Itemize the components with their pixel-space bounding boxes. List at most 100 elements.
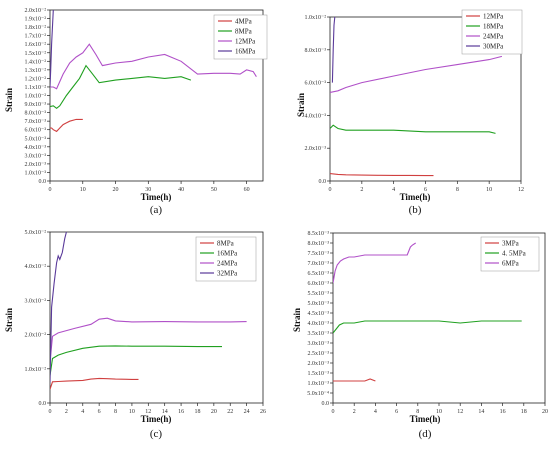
x-axis-label: Time(h): [141, 414, 172, 424]
x-tick-label: 30: [145, 187, 151, 193]
x-tick-label: 10: [436, 409, 442, 415]
y-tick-label: 5.0x10⁻³: [25, 136, 47, 142]
legend-entry: 24MPa: [483, 33, 504, 41]
x-tick-label: 2: [65, 409, 68, 415]
y-tick-label: 1.0x10⁻³: [308, 381, 330, 387]
x-tick-label: 10: [129, 409, 135, 415]
legend-entry: 30MPa: [483, 43, 504, 51]
x-tick-label: 6: [424, 187, 427, 193]
legend-entry: 18MPa: [483, 23, 504, 31]
y-tick-label: 4.0x10⁻³: [305, 113, 327, 119]
y-tick-label: 4.0x10⁻³: [25, 145, 47, 151]
x-tick-label: 24: [244, 409, 250, 415]
x-tick-label: 6: [395, 409, 398, 415]
y-tick-label: 2.0x10⁻³: [25, 162, 47, 168]
x-tick-label: 16: [500, 409, 506, 415]
y-tick-label: 1.8x10⁻²: [25, 25, 47, 31]
y-axis-label: Strain: [296, 93, 306, 117]
x-tick-label: 10: [80, 187, 86, 193]
legend-entry: 4. 5MPa: [502, 250, 527, 258]
y-tick-label: 8.0x10⁻³: [305, 48, 327, 54]
x-axis-label: Time(h): [400, 192, 431, 202]
legend-box: [195, 236, 257, 282]
x-tick-label: 0: [49, 187, 52, 193]
series-line-6mpa: [333, 242, 416, 284]
y-tick-label: 5.0x10⁻²: [25, 230, 47, 236]
y-tick-label: 1.1x10⁻²: [25, 85, 47, 91]
x-tick-label: 18: [194, 409, 200, 415]
y-tick-label: 6.5x10⁻³: [308, 271, 330, 277]
y-tick-label: 1.2x10⁻²: [25, 76, 47, 82]
y-tick-label: 4.5x10⁻³: [308, 311, 330, 317]
legend-entry: 12MPa: [483, 13, 504, 21]
x-tick-label: 14: [162, 409, 168, 415]
x-tick-label: 8: [416, 409, 419, 415]
y-tick-label: 1.0x10⁻²: [25, 94, 47, 100]
x-tick-label: 0: [329, 187, 332, 193]
plot-frame: [49, 231, 264, 404]
series-line-32mpa: [50, 232, 67, 383]
y-tick-label: 1.0x10⁻²: [25, 367, 47, 373]
x-tick-label: 20: [113, 187, 119, 193]
panel-label: (b): [409, 204, 422, 216]
series-line-45mpa: [333, 320, 522, 334]
x-tick-label: 10: [486, 187, 492, 193]
x-tick-label: 60: [244, 187, 250, 193]
panel-c: 0 2 4 6 8 10 12 14 16 18 20 22 24 260.01.0x10⁻²2.0x10…: [4, 230, 266, 440]
legend-entry: 32MPa: [217, 270, 238, 278]
y-tick-label: 4.0x10⁻²: [25, 264, 47, 270]
series-line-18mpa: [330, 124, 496, 134]
y-tick-label: 2.0x10⁻²: [25, 8, 47, 14]
y-tick-label: 2.5x10⁻³: [308, 351, 330, 357]
series-line-30mpa: [331, 17, 336, 83]
y-tick-label: 7.5x10⁻³: [308, 251, 330, 257]
x-tick-label: 0: [332, 409, 335, 415]
series-line-3mpa: [333, 378, 376, 382]
legend-box: [461, 9, 523, 55]
x-tick-label: 2: [360, 187, 363, 193]
x-tick-label: 6: [98, 409, 101, 415]
y-tick-label: 3.0x10⁻³: [308, 341, 330, 347]
panel-label: (a): [150, 204, 163, 216]
series-line-12mpa: [50, 43, 257, 90]
x-tick-label: 8: [114, 409, 117, 415]
y-axis-label: Strain: [4, 88, 14, 112]
y-tick-label: 5.0x10⁻⁴: [307, 391, 329, 397]
x-tick-label: 12: [518, 187, 524, 193]
series-line-16mpa: [50, 345, 222, 376]
x-tick-label: 12: [145, 409, 151, 415]
x-tick-label: 4: [392, 187, 395, 193]
y-tick-label: 8.0x10⁻³: [25, 111, 47, 117]
y-tick-label: 6.0x10⁻³: [305, 81, 327, 87]
x-tick-label: 50: [211, 187, 217, 193]
y-tick-label: 0.0: [319, 179, 327, 185]
panel-label: (c): [150, 428, 163, 440]
y-tick-label: 2.0x10⁻³: [305, 146, 327, 152]
x-tick-label: 14: [478, 409, 484, 415]
series-line-24mpa: [50, 317, 247, 363]
y-tick-label: 1.9x10⁻²: [25, 17, 47, 23]
y-tick-label: 1.3x10⁻²: [25, 68, 47, 74]
x-tick-label: 20: [542, 409, 548, 415]
x-axis-label: Time(h): [410, 414, 441, 424]
y-tick-label: 0.0: [39, 179, 47, 185]
y-axis-label: Strain: [292, 308, 302, 332]
series-line-8mpa: [50, 64, 192, 109]
legend-entry: 6MPa: [502, 260, 520, 268]
legend-entry: 24MPa: [217, 260, 238, 268]
y-tick-label: 1.5x10⁻³: [308, 371, 330, 377]
y-tick-label: 1.6x10⁻²: [25, 42, 47, 48]
y-tick-label: 0.0: [39, 401, 47, 407]
y-tick-label: 7.0x10⁻³: [25, 119, 47, 125]
x-tick-label: 18: [521, 409, 527, 415]
legend-entry: 16MPa: [235, 48, 256, 56]
legend-entry: 12MPa: [235, 38, 256, 46]
x-tick-label: 8: [456, 187, 459, 193]
x-tick-label: 4: [374, 409, 377, 415]
legend-entry: 16MPa: [217, 250, 238, 258]
series-line-16mpa: [50, 10, 54, 88]
y-tick-label: 6.0x10⁻³: [25, 128, 47, 134]
y-tick-label: 3.0x10⁻³: [25, 153, 47, 159]
legend-entry: 8MPa: [217, 240, 235, 248]
